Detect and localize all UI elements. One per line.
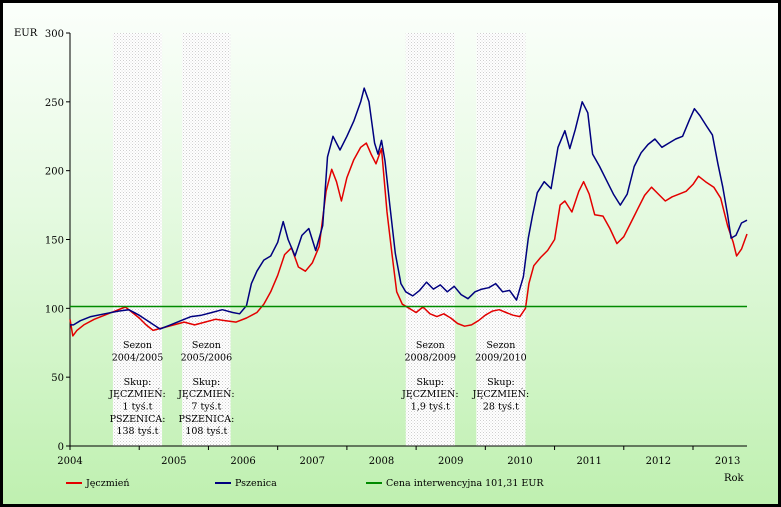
season-annotation: 28 tyś.t [483,402,519,413]
season-band [112,33,163,446]
season-annotation: JĘCZMIEŃ: [108,388,166,400]
x-tick-label: 2007 [300,456,325,467]
season-annotation: JĘCZMIEŃ: [472,388,530,400]
season-band [476,33,526,446]
season-annotation: Skup: [416,377,444,388]
x-tick-label: 2004 [57,456,82,467]
y-tick-label: 150 [45,236,64,247]
x-tick-label: 2006 [230,456,255,467]
legend-label: Cena interwencyjna 101,31 EUR [386,478,544,489]
season-annotation: Sezon [416,340,445,351]
season-annotation: PSZENICA: [110,414,166,425]
season-band [182,33,231,446]
series-line [70,87,748,330]
season-annotation: 2005/2006 [181,352,233,363]
season-annotation: JĘCZMIEŃ: [177,388,235,400]
season-annotation: 2009/2010 [475,352,527,363]
y-tick-label: 50 [51,373,64,384]
season-annotation: JĘCZMIEŃ: [401,388,459,400]
season-annotation: Sezon [192,340,221,351]
season-band [405,33,455,446]
season-annotation: Skup: [124,377,152,388]
x-tick-label: 2008 [369,456,394,467]
season-annotation: Sezon [486,340,515,351]
season-annotation: 1,9 tyś.t [411,402,450,413]
y-tick-label: 200 [45,167,64,178]
season-annotation: 2008/2009 [405,352,457,363]
legend-label: Jęczmień [85,478,130,489]
series-line [69,142,748,337]
season-annotation: 138 tyś.t [116,426,158,437]
y-tick-label: 100 [45,304,64,315]
y-tick-label: 250 [45,98,64,109]
x-tick-label: 2005 [161,456,186,467]
x-axis-label: Rok [724,473,745,484]
season-annotation: 7 tyś.t [191,402,221,413]
legend-label: Pszenica [235,478,277,489]
season-annotation: 108 tyś.t [185,426,227,437]
season-annotation: Sezon [123,340,152,351]
season-annotation: PSZENICA: [178,414,234,425]
x-tick-label: 2013 [715,456,740,467]
season-annotation: 1 tyś.t [123,402,153,413]
y-tick-label: 300 [45,29,64,40]
season-annotation: 2004/2005 [112,352,164,363]
season-annotation: Skup: [487,377,515,388]
x-tick-label: 2011 [576,456,601,467]
y-axis-label: EUR [14,28,38,39]
x-tick-label: 2009 [438,456,463,467]
y-tick-label: 0 [58,442,64,453]
x-tick-label: 2010 [507,456,532,467]
x-tick-label: 2012 [646,456,671,467]
season-annotation: Skup: [193,377,221,388]
